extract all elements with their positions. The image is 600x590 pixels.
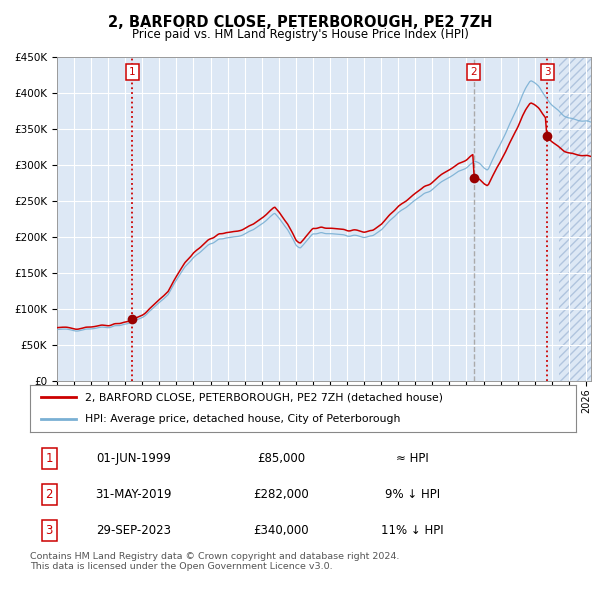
Text: 31-MAY-2019: 31-MAY-2019	[95, 488, 172, 501]
Text: £85,000: £85,000	[257, 452, 305, 465]
Text: Price paid vs. HM Land Registry's House Price Index (HPI): Price paid vs. HM Land Registry's House …	[131, 28, 469, 41]
Text: 01-JUN-1999: 01-JUN-1999	[97, 452, 171, 465]
Text: HPI: Average price, detached house, City of Peterborough: HPI: Average price, detached house, City…	[85, 414, 400, 424]
Text: 1: 1	[129, 67, 136, 77]
Text: 3: 3	[544, 67, 551, 77]
Text: 2, BARFORD CLOSE, PETERBOROUGH, PE2 7ZH (detached house): 2, BARFORD CLOSE, PETERBOROUGH, PE2 7ZH …	[85, 392, 443, 402]
Text: 2, BARFORD CLOSE, PETERBOROUGH, PE2 7ZH: 2, BARFORD CLOSE, PETERBOROUGH, PE2 7ZH	[108, 15, 492, 30]
Text: 9% ↓ HPI: 9% ↓ HPI	[385, 488, 440, 501]
Text: Contains HM Land Registry data © Crown copyright and database right 2024.
This d: Contains HM Land Registry data © Crown c…	[30, 552, 400, 571]
Text: 29-SEP-2023: 29-SEP-2023	[96, 524, 171, 537]
Bar	[559, 57, 591, 381]
Text: 1: 1	[46, 452, 53, 465]
Text: 2: 2	[46, 488, 53, 501]
Text: 2: 2	[470, 67, 477, 77]
Text: ≈ HPI: ≈ HPI	[396, 452, 428, 465]
Text: £340,000: £340,000	[253, 524, 309, 537]
Text: 11% ↓ HPI: 11% ↓ HPI	[381, 524, 443, 537]
Text: £282,000: £282,000	[253, 488, 309, 501]
Text: 3: 3	[46, 524, 53, 537]
